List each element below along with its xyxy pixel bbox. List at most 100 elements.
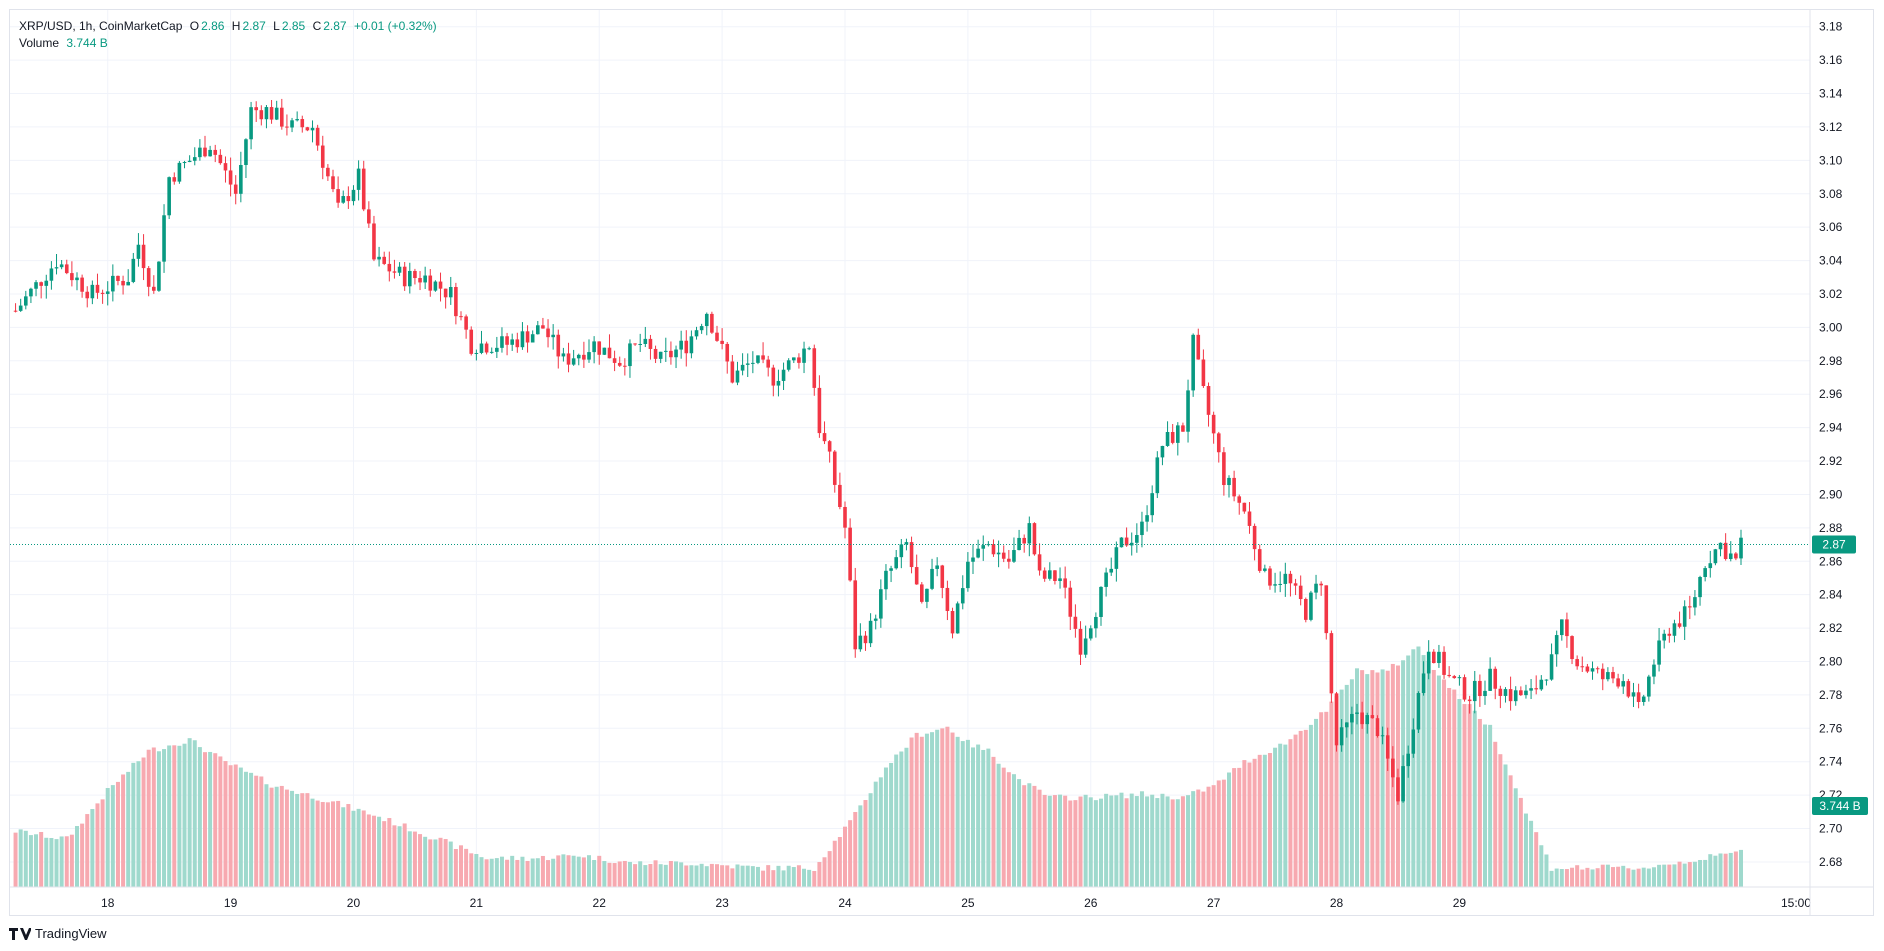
volume-bar	[1104, 793, 1109, 887]
volume-bar	[1554, 868, 1559, 887]
volume-bar	[1523, 813, 1528, 887]
volume-bar	[1580, 869, 1585, 887]
candle-body	[689, 336, 694, 354]
volume-bar	[730, 868, 735, 887]
candle-body	[1447, 674, 1451, 677]
candle-body	[515, 339, 520, 348]
candle-body	[1350, 713, 1354, 723]
candle-body	[443, 288, 448, 298]
volume-bar	[1022, 785, 1027, 887]
volume-bar	[1687, 862, 1692, 887]
candle-body	[295, 119, 299, 121]
candle-body	[1426, 651, 1431, 674]
volume-bar	[1529, 820, 1534, 887]
volume-bar	[704, 866, 709, 887]
candle-body	[623, 365, 627, 367]
candle-body	[85, 291, 90, 299]
volume-bar	[1237, 767, 1242, 887]
volume-bar	[1047, 795, 1052, 887]
volume-bar	[1324, 711, 1329, 887]
volume-bar	[663, 864, 668, 887]
candle-body	[1339, 727, 1344, 746]
candle-body	[612, 358, 617, 363]
candle-body	[582, 354, 586, 360]
candle-body	[39, 282, 43, 286]
volume-bar	[837, 837, 842, 887]
volume-bar	[1201, 791, 1206, 887]
volume-bar	[1293, 734, 1298, 887]
volume-value: 3.744 B	[66, 36, 108, 50]
candle-body	[341, 196, 346, 203]
axes[interactable]: 3.18 3.16 3.14 3.12 3.10 3.08 3.06 3.04 3.02 3.00…	[10, 10, 1874, 916]
candle-body	[1600, 668, 1605, 680]
volume-bar	[561, 854, 566, 887]
volume-bar	[1247, 762, 1252, 887]
volume-bar	[658, 864, 663, 887]
candle-body	[1519, 690, 1523, 696]
volume-bar	[438, 837, 443, 887]
time-tick-label: 27	[1207, 896, 1221, 910]
volume-bar	[1416, 646, 1421, 887]
time-tick-label: 29	[1453, 896, 1467, 910]
volume-bar	[1319, 712, 1324, 887]
volume-bar	[571, 855, 576, 887]
tradingview-logo[interactable]: TradingView	[9, 926, 107, 941]
volume-badge-text: 3.744 B	[1819, 799, 1860, 813]
volume-bar	[182, 743, 187, 887]
volume-bar	[556, 855, 561, 887]
volume-bar	[674, 861, 679, 887]
candle-body	[90, 284, 95, 299]
candle-body	[402, 266, 407, 287]
candle-body	[280, 107, 284, 127]
candle-body	[428, 275, 433, 291]
candle-body	[674, 349, 678, 358]
volume-legend: Volume 3.744 B	[19, 35, 112, 51]
volume-bar	[1206, 786, 1211, 887]
candle-body	[397, 266, 402, 273]
volume-bar	[755, 866, 760, 887]
chart-frame[interactable]: 3.18 3.16 3.14 3.12 3.10 3.08 3.06 3.04 3.02 3.00…	[9, 9, 1874, 916]
volume-bar	[715, 864, 719, 887]
candle-body	[566, 353, 571, 365]
price-tick-label: 3.14	[1819, 87, 1843, 101]
candle-body	[1216, 433, 1221, 453]
candle-body	[597, 341, 602, 355]
price-tick-label: 2.74	[1819, 755, 1843, 769]
candle-body	[1370, 715, 1375, 719]
volume-bar	[243, 771, 248, 887]
volume-bar	[336, 800, 341, 887]
volume-bar	[612, 863, 617, 887]
price-tick-label: 2.94	[1819, 421, 1843, 435]
volume-bar	[1621, 865, 1626, 887]
volume-bar	[1544, 854, 1549, 887]
volume-bar	[407, 831, 412, 887]
volume-bar	[791, 867, 796, 887]
volume-bar	[1462, 704, 1467, 887]
candle-body	[1027, 523, 1032, 544]
volume-bar	[167, 745, 172, 887]
price-tick-label: 2.78	[1819, 688, 1843, 702]
candle-body	[1432, 651, 1436, 664]
volume-bar	[351, 810, 356, 887]
symbol-title[interactable]: XRP/USD, 1h, CoinMarketCap	[19, 19, 183, 33]
volume-bar	[1339, 689, 1344, 887]
last-price-badge[interactable]	[1812, 535, 1856, 554]
candle-body	[1155, 457, 1160, 494]
candle-body	[771, 367, 776, 386]
candle-body	[653, 348, 658, 359]
candle-body	[1416, 693, 1421, 730]
volume-bar	[1426, 661, 1431, 887]
candle-body	[228, 170, 233, 185]
volume-bar	[873, 781, 878, 887]
low-label: L	[273, 19, 280, 33]
price-tick-label: 2.88	[1819, 521, 1843, 535]
candle-body	[807, 348, 811, 350]
candle-body	[1222, 452, 1226, 486]
price-chart[interactable]: 3.18 3.16 3.14 3.12 3.10 3.08 3.06 3.04 3.02 3.00…	[10, 10, 1874, 916]
volume-bar	[228, 765, 233, 887]
candle-body	[1437, 651, 1441, 664]
candle-body	[418, 278, 422, 283]
volume-bar	[59, 836, 64, 887]
volume-label[interactable]: Volume	[19, 36, 60, 50]
candle-body	[1263, 568, 1267, 571]
